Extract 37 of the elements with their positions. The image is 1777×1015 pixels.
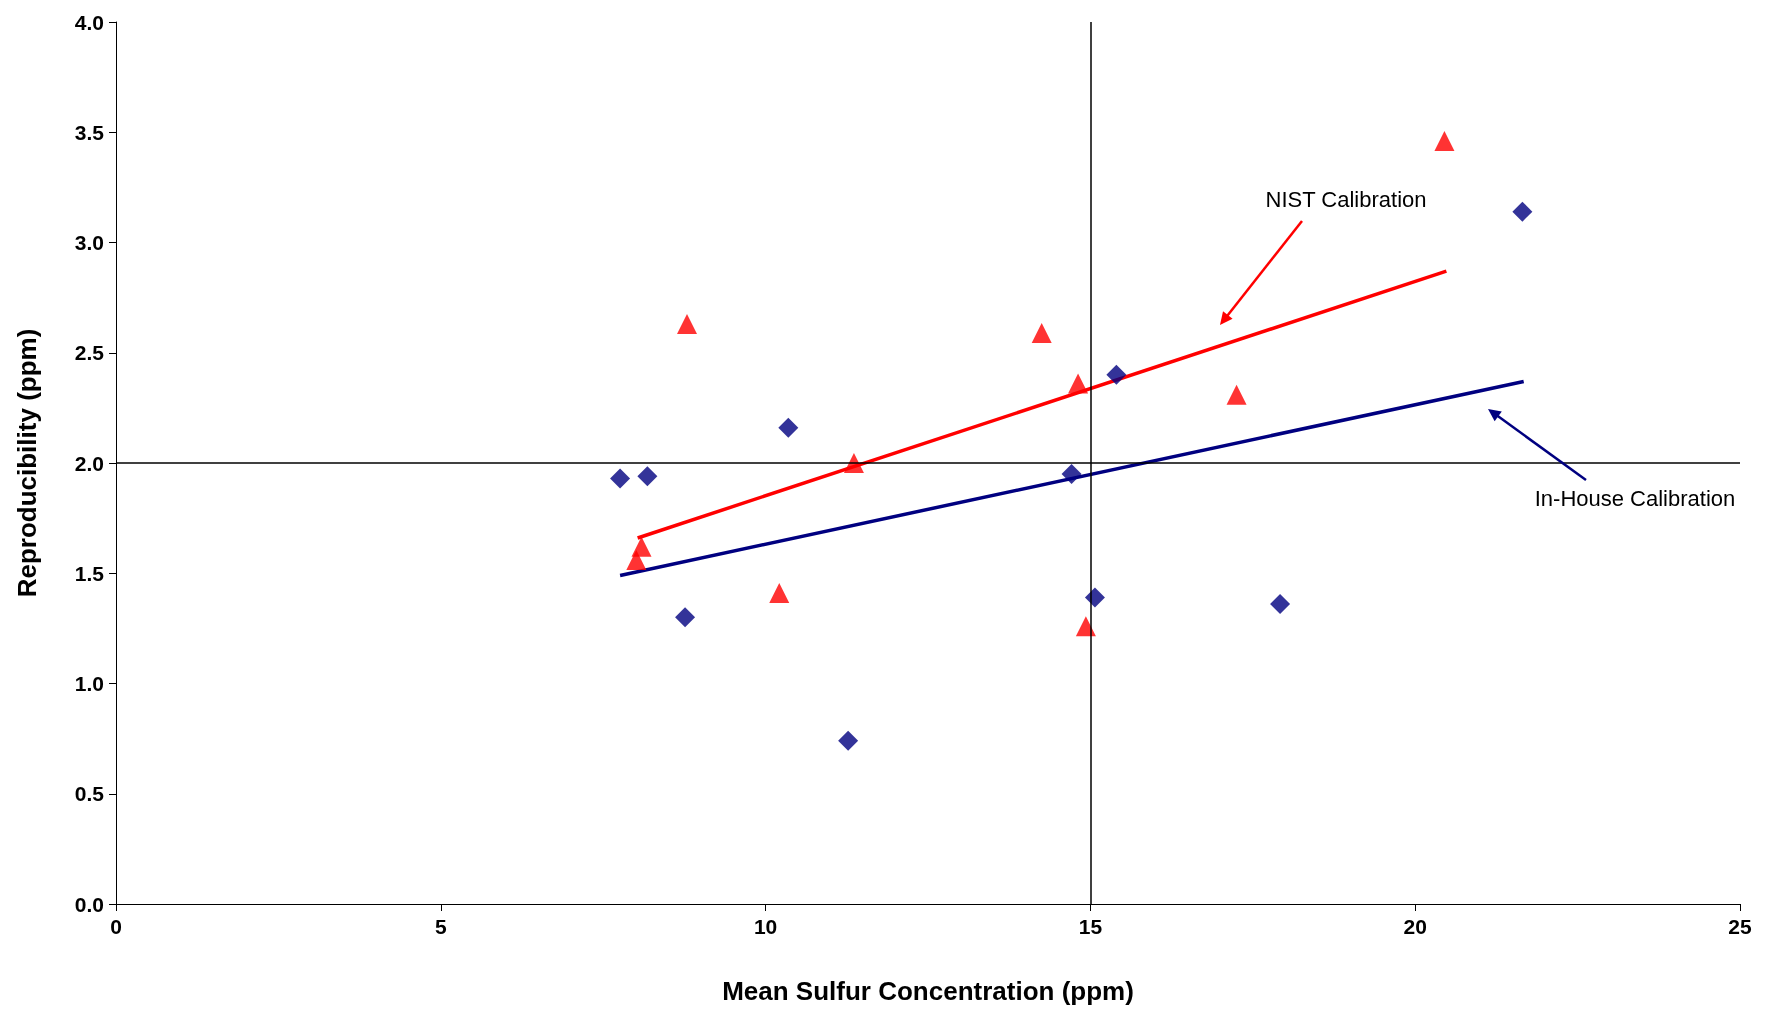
y-tick-label: 3.0 <box>74 231 104 254</box>
annotation: In-House Calibration <box>1534 486 1736 512</box>
point <box>1068 373 1089 394</box>
x-tick-label: 20 <box>1403 915 1427 938</box>
y-tick-label: 4.0 <box>74 10 104 34</box>
y-tick-label: 1.5 <box>74 561 105 585</box>
y-tick-label: 3.5 <box>74 120 105 144</box>
x-tick-label: 0 <box>110 915 122 938</box>
y-tick-label: 2.5 <box>74 341 105 365</box>
point <box>1226 384 1247 405</box>
point <box>610 468 631 489</box>
x-tick-label: 10 <box>753 915 778 938</box>
y-tick-label: 1.0 <box>74 672 104 695</box>
y-tick-label: 0.0 <box>74 892 104 916</box>
x-tick-label: 25 <box>1728 915 1752 938</box>
y-tick-label: 2.0 <box>74 451 104 475</box>
point <box>675 607 696 628</box>
x-axis-title: Mean Sulfur Concentration (ppm) <box>722 976 1134 1006</box>
point <box>838 730 859 751</box>
point <box>677 314 697 335</box>
x-tick-label: 15 <box>1078 915 1103 938</box>
point <box>1031 322 1052 343</box>
point <box>1270 594 1291 615</box>
annotation: NIST Calibration <box>1265 187 1427 213</box>
point <box>1075 616 1096 637</box>
point <box>778 417 799 438</box>
y-axis-title: Reproducibility (ppm) <box>12 328 42 598</box>
point <box>1061 464 1082 485</box>
point <box>1106 364 1127 385</box>
point <box>1434 131 1455 152</box>
y-tick-label: 0.5 <box>74 782 105 806</box>
point <box>769 583 790 604</box>
point <box>637 466 658 487</box>
point <box>631 536 652 557</box>
point <box>843 453 864 473</box>
x-tick-label: 5 <box>434 915 447 938</box>
point <box>1512 201 1533 222</box>
